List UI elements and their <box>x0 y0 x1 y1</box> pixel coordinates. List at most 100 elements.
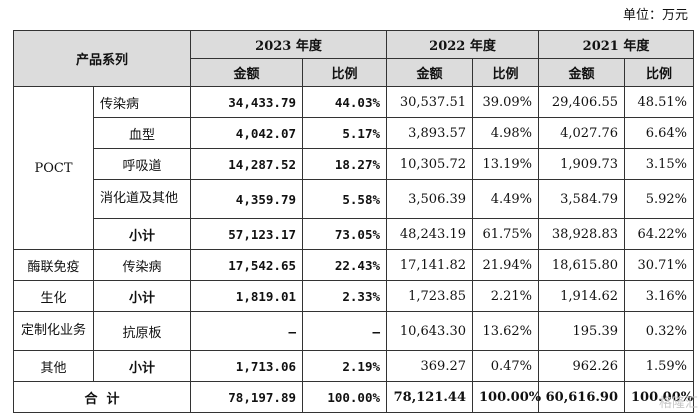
amount-2021: 29,406.55 <box>538 86 626 118</box>
amount-2022: 30,537.51 <box>386 86 474 118</box>
ratio-2023: 73.05% <box>302 218 388 250</box>
ratio-2021: 30.71% <box>624 249 695 281</box>
amount-2022: 10,305.72 <box>386 148 474 180</box>
amount-2021: 4,027.76 <box>538 117 626 149</box>
ratio-2022: 0.47% <box>472 350 540 382</box>
ratio-2021: 5.92% <box>624 179 695 219</box>
total-amount-2021: 60,616.90 <box>538 381 626 413</box>
amount-2022: 1,723.85 <box>386 280 474 312</box>
ratio-2023: 22.43% <box>302 249 388 281</box>
table-row: 生化 小计 1,819.01 2.33% 1,723.85 2.21% 1,91… <box>13 280 695 312</box>
subcategory-cell: 抗原板 <box>92 311 192 351</box>
amount-2023: 17,542.65 <box>190 249 304 281</box>
ratio-2021: 3.15% <box>624 148 695 180</box>
ratio-2023: 44.03% <box>302 86 388 118</box>
ratio-2022: 61.75% <box>472 218 540 250</box>
ratio-2021: 3.16% <box>624 280 695 312</box>
total-ratio-2022: 100.00% <box>472 381 541 413</box>
amount-2021: 1,909.73 <box>538 148 626 180</box>
amount-2023: 4,359.79 <box>190 179 304 219</box>
subcategory-cell: 小计 <box>92 350 192 382</box>
total-ratio-2021: 100.00% <box>624 381 695 413</box>
total-row: 合 计 78,197.89 100.00% 78,121.44 100.00% … <box>12 381 695 413</box>
ratio-2021: 64.22% <box>624 218 695 250</box>
ratio-2021: 6.64% <box>624 117 695 149</box>
amount-2021: 195.39 <box>538 311 626 351</box>
ratio-2022: 21.94% <box>472 249 540 281</box>
amount-2023: 1,713.06 <box>190 350 304 382</box>
header-ratio: 比例 <box>472 58 540 87</box>
amount-2022: 3,893.57 <box>386 117 474 149</box>
amount-2021: 962.26 <box>538 350 626 382</box>
table-row: 消化道及其他 4,359.79 5.58% 3,506.39 4.49% 3,5… <box>14 179 695 219</box>
ratio-2021: 0.32% <box>624 311 695 351</box>
total-amount-2023: 78,197.89 <box>190 381 304 413</box>
subcategory-cell: 传染病 <box>92 249 192 281</box>
header-amount: 金额 <box>538 58 626 87</box>
amount-2023: – <box>190 311 304 351</box>
category-cell: 生化 <box>13 280 94 312</box>
total-label: 合 计 <box>12 381 192 413</box>
amount-2022: 3,506.39 <box>386 179 474 219</box>
amount-2023: 4,042.07 <box>190 117 304 149</box>
header-year-2022: 2022 年度 <box>386 30 540 59</box>
amount-2021: 18,615.80 <box>538 249 626 281</box>
amount-2022: 10,643.30 <box>386 311 474 351</box>
ratio-2021: 48.51% <box>624 86 695 118</box>
header-ratio: 比例 <box>302 58 388 87</box>
table-row: 小计 57,123.17 73.05% 48,243.19 61.75% 38,… <box>14 218 695 250</box>
category-cell: 其他 <box>13 350 94 382</box>
category-cell: 酶联免疫 <box>13 249 94 281</box>
ratio-2022: 4.98% <box>472 117 540 149</box>
header-amount: 金额 <box>190 58 304 87</box>
amount-2023: 14,287.52 <box>190 148 304 180</box>
amount-2021: 1,914.62 <box>538 280 626 312</box>
subcategory-cell: 血型 <box>92 117 192 149</box>
amount-2023: 57,123.17 <box>190 218 304 250</box>
ratio-2023: 5.58% <box>302 179 388 219</box>
category-cell: POCT <box>13 86 94 250</box>
ratio-2022: 4.49% <box>472 179 540 219</box>
header-year-2021: 2021 年度 <box>538 30 695 59</box>
total-amount-2022: 78,121.44 <box>386 381 474 413</box>
ratio-2023: 2.33% <box>302 280 388 312</box>
table-row: POCT 传染病 34,433.79 44.03% 30,537.51 39.0… <box>13 86 695 250</box>
subcategory-cell: 小计 <box>92 280 192 312</box>
ratio-2022: 13.19% <box>472 148 540 180</box>
ratio-2022: 39.09% <box>472 86 540 118</box>
amount-2022: 17,141.82 <box>386 249 474 281</box>
header-amount: 金额 <box>386 58 474 87</box>
header-row-metrics: 金额 比例 金额 比例 金额 比例 <box>14 58 695 87</box>
table-row: 血型 4,042.07 5.17% 3,893.57 4.98% 4,027.7… <box>14 117 695 149</box>
ratio-2021: 1.59% <box>624 350 695 382</box>
unit-label: 单位：万元 <box>622 8 688 23</box>
amount-2022: 369.27 <box>386 350 474 382</box>
subcategory-cell: 消化道及其他 <box>92 179 192 219</box>
ratio-2023: 18.27% <box>302 148 388 180</box>
header-year-2023: 2023 年度 <box>190 30 388 59</box>
subcategory-cell: 小计 <box>92 218 192 250</box>
header-product-series: 产品系列 <box>12 30 192 87</box>
amount-2023: 1,819.01 <box>190 280 304 312</box>
ratio-2022: 2.21% <box>472 280 540 312</box>
subcategory-cell: 呼吸道 <box>92 148 192 180</box>
ratio-2023: – <box>302 311 388 351</box>
ratio-2022: 13.62% <box>472 311 540 351</box>
subcategory-cell: 传染病 <box>92 86 192 118</box>
amount-2021: 38,928.83 <box>538 218 626 250</box>
header-ratio: 比例 <box>624 58 695 87</box>
table-row: 呼吸道 14,287.52 18.27% 10,305.72 13.19% 1,… <box>14 148 695 180</box>
header-row-years: 产品系列 2023 年度 2022 年度 2021 年度 <box>12 30 695 87</box>
amount-2022: 48,243.19 <box>386 218 474 250</box>
amount-2023: 34,433.79 <box>190 86 304 118</box>
table-row: 其他 小计 1,713.06 2.19% 369.27 0.47% 962.26… <box>13 350 695 382</box>
total-ratio-2023: 100.00% <box>302 381 388 413</box>
table-row: 酶联免疫 传染病 17,542.65 22.43% 17,141.82 21.9… <box>13 249 695 281</box>
table-row: 定制化业务 抗原板 – – 10,643.30 13.62% 195.39 0.… <box>13 311 695 351</box>
watermark-logo: 格隆汇 <box>658 396 698 411</box>
category-cell: 定制化业务 <box>13 311 94 351</box>
amount-2021: 3,584.79 <box>538 179 626 219</box>
ratio-2023: 2.19% <box>302 350 388 382</box>
revenue-table: 产品系列 2023 年度 2022 年度 2021 年度 金额 比例 金额 比例… <box>12 30 695 413</box>
ratio-2023: 5.17% <box>302 117 388 149</box>
